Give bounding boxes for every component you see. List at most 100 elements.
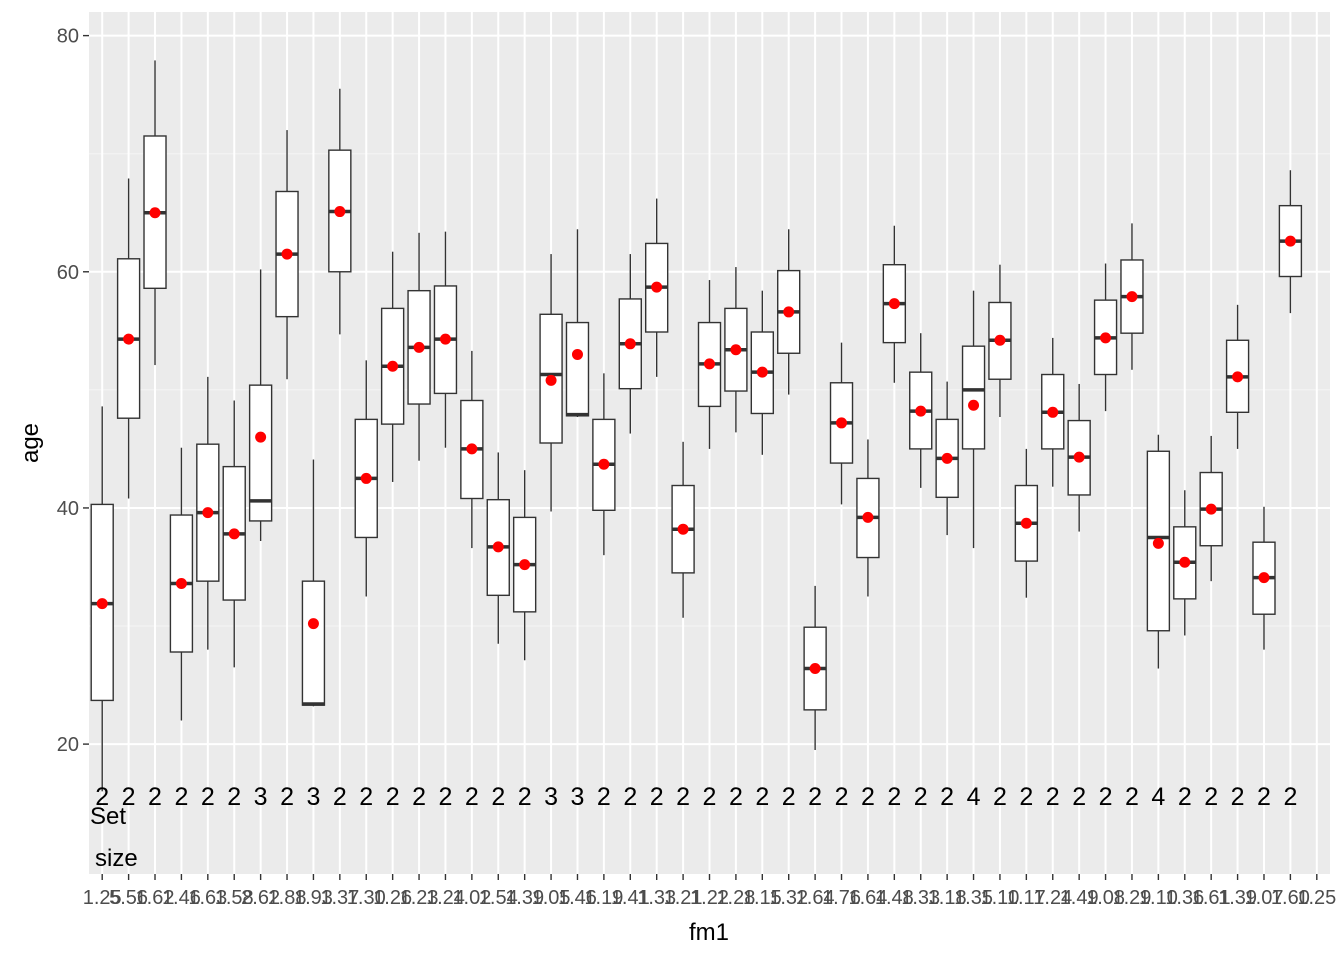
box-25 [750, 290, 775, 455]
set-size-value: 2 [148, 783, 162, 811]
x-tick-label: 1.61 [1192, 887, 1231, 909]
x-tick-label: 1.54 [479, 887, 518, 909]
mean-point [202, 507, 214, 519]
box-0 [90, 406, 114, 792]
mean-point [1047, 406, 1059, 418]
x-tick-label: 1.29 [1112, 887, 1151, 909]
mean-point [862, 511, 874, 523]
set-size-value: 2 [1231, 783, 1245, 811]
x-tick-label: 1.35 [954, 887, 993, 909]
set-size-value: 2 [1072, 783, 1086, 811]
mean-point [730, 344, 742, 356]
x-tick-label: 1.17 [1007, 887, 1046, 909]
set-size-value: 2 [1178, 783, 1192, 811]
set-size-value: 3 [544, 783, 558, 811]
mean-point [1232, 371, 1244, 383]
x-tick-label: 1.63 [188, 887, 227, 909]
mean-point [941, 452, 953, 464]
x-tick-label: 1.39 [1218, 887, 1257, 909]
x-tick-label: 1.46 [558, 887, 597, 909]
set-size-value: 2 [597, 783, 611, 811]
mean-point [1126, 291, 1138, 303]
set-size-value: 2 [359, 783, 373, 811]
set-size-value: 3 [306, 783, 320, 811]
x-tick-label: 1.10 [980, 887, 1019, 909]
box-40 [1146, 434, 1171, 669]
x-tick-label: 1.64 [796, 887, 835, 909]
set-size-value: 2 [122, 783, 136, 811]
set-size-value: 2 [280, 783, 294, 811]
box-20 [618, 254, 642, 434]
set-size-value: 2 [1099, 783, 1113, 811]
y-tick-label: 60 [57, 262, 79, 284]
set-size-value: 2 [1283, 783, 1297, 811]
x-tick-label: 1.58 [215, 887, 254, 909]
x-tick-label: 1.33 [901, 887, 940, 909]
box-34 [988, 264, 1012, 418]
mean-point [228, 528, 240, 540]
mean-point [1284, 235, 1296, 247]
box-32 [935, 381, 959, 536]
set-size-value: 2 [491, 783, 505, 811]
set-size-value: 2 [386, 783, 400, 811]
mean-point [545, 374, 557, 386]
x-tick-label: 1.24 [1033, 887, 1072, 909]
box-3 [169, 447, 194, 721]
x-tick-label: 1.02 [452, 887, 491, 909]
box-14 [460, 350, 484, 549]
x-tick-label: 2.62 [241, 887, 280, 909]
set-size-value: 2 [412, 783, 426, 811]
mean-point [888, 298, 900, 310]
x-tick-label: 1.41 [611, 887, 650, 909]
mean-point [1179, 556, 1191, 568]
y-tick-label: 80 [57, 26, 79, 48]
box-21 [644, 198, 669, 377]
x-tick-label: 1.64 [848, 887, 887, 909]
mean-point [334, 206, 346, 218]
box-18 [565, 229, 590, 418]
mean-point [1258, 572, 1270, 584]
box-10 [354, 360, 378, 597]
set-size-value: 2 [174, 783, 188, 811]
x-tick-label: 1.07 [1245, 887, 1284, 909]
set-size-value: 2 [95, 783, 109, 811]
set-size-value: 2 [914, 783, 928, 811]
mean-point [571, 348, 583, 360]
set-size-value: 2 [940, 783, 954, 811]
box-8 [301, 459, 326, 707]
mean-point [492, 541, 504, 553]
box-43 [1225, 304, 1250, 449]
set-size-value: 2 [703, 783, 717, 811]
set-size-label-line2: size [95, 845, 138, 872]
box-23 [697, 280, 722, 449]
box-31 [909, 333, 933, 488]
x-tick-label: 1.18 [928, 887, 967, 909]
mean-point [413, 341, 425, 353]
set-size-value: 2 [1125, 783, 1139, 811]
set-size-value: 2 [439, 783, 453, 811]
mean-point [149, 207, 161, 219]
mean-point [598, 458, 610, 470]
x-tick-label: 1.46 [162, 887, 201, 909]
x-tick-label: 1.15 [743, 887, 782, 909]
y-tick-label: 20 [57, 734, 79, 756]
mean-point [1205, 503, 1217, 515]
set-size-value: 2 [729, 783, 743, 811]
mean-point [96, 598, 108, 610]
x-tick-label: 1.23 [400, 887, 439, 909]
box-37 [1067, 383, 1091, 532]
box-13 [433, 231, 458, 448]
box-36 [1041, 337, 1065, 487]
x-tick-label: 1.19 [584, 887, 623, 909]
mean-point [651, 281, 663, 293]
mean-point [466, 443, 478, 455]
x-tick-label: 1.25 [1297, 887, 1336, 909]
x-tick-label: 1.39 [505, 887, 544, 909]
mean-point [968, 399, 980, 411]
box-22 [671, 441, 695, 618]
mean-point [175, 578, 187, 590]
set-size-value: 2 [782, 783, 796, 811]
mean-point [915, 405, 927, 417]
set-size-value: 3 [254, 783, 268, 811]
set-size-value: 2 [623, 783, 637, 811]
